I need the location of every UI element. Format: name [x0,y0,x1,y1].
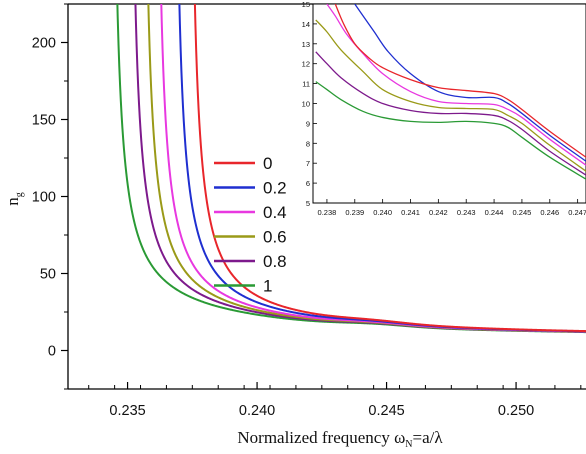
inset-y-tick-label: 8 [306,139,310,148]
legend-label: 0.8 [263,252,287,271]
inset-x-tick-label: 0.240 [373,208,392,217]
x-tick-label: 0.235 [109,403,145,419]
inset-series-line-0.4 [326,4,586,166]
inset-y-tick-label: 5 [306,199,310,208]
inset-y-tick-label: 10 [302,100,310,109]
inset-series-line-0.8 [315,51,586,176]
inset-y-tick-label: 13 [302,40,310,49]
inset-x-tick-label: 0.246 [540,208,559,217]
inset-series-line-0.2 [354,4,586,162]
inset-x-tick-label: 0.247 [568,208,586,217]
legend-label: 0.2 [263,179,287,198]
x-tick-label: 0.245 [368,403,404,419]
inset-y-tick-label: 6 [306,179,310,188]
legend-label: 0.6 [263,228,287,247]
inset-series-line-0 [334,4,586,158]
legend-label: 0 [263,154,272,173]
y-tick-label: 200 [32,36,56,52]
inset-x-tick-label: 0.245 [513,208,532,217]
inset-series-line-1 [315,81,586,180]
x-tick-label: 0.250 [498,403,534,419]
legend-label: 0.4 [263,203,287,222]
inset-y-tick-label: 9 [306,119,310,128]
inset-series-line-0.6 [315,19,586,172]
legend-label: 1 [263,277,272,296]
inset-x-tick-label: 0.244 [485,208,504,217]
y-axis-title: ng [3,192,25,206]
inset-x-tick-label: 0.242 [429,208,448,217]
inset-x-tick-label: 0.243 [457,208,476,217]
inset-chart: 0.238 0.239 0.240 0.241 0.242 0.243 0.244 0.245… [302,0,586,217]
y-tick-label: 0 [48,344,56,360]
y-tick-label: 150 [32,113,56,129]
inset-x-tick-label: 0.241 [401,208,420,217]
inset-x-tick-label: 0.239 [345,208,364,217]
x-axis-title: Normalized frequency ωN=a/λ [237,428,443,450]
inset-y-tick-label: 14 [302,20,310,29]
inset-y-tick-label: 12 [302,60,310,69]
y-tick-label: 100 [32,190,56,206]
inset-y-tick-label: 11 [302,80,310,89]
inset-y-tick-label: 7 [306,159,310,168]
legend: 0 0.2 0.4 0.6 0.8 1 [214,154,287,296]
inset-x-tick-label: 0.238 [318,208,337,217]
series-line-0 [193,4,586,333]
main-series-group [116,4,586,334]
x-tick-label: 0.240 [239,403,275,419]
inset-ticks: 0.238 0.239 0.240 0.241 0.242 0.243 0.244 0.245… [302,0,586,217]
inset-series-group [315,4,586,180]
y-tick-label: 50 [40,267,56,283]
inset-y-tick-label: 15 [302,0,310,9]
